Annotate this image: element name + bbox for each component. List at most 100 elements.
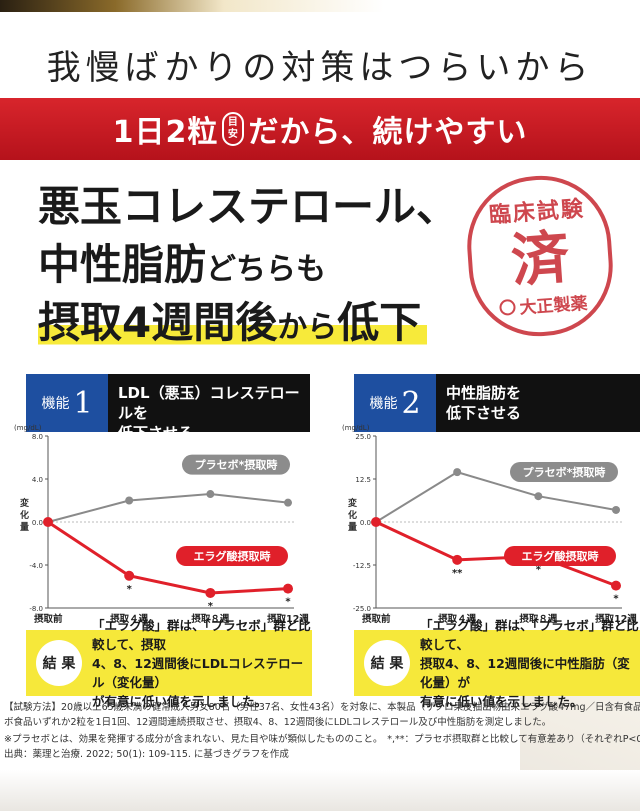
function-1-number-box: 機能 1 xyxy=(26,374,108,432)
y-tick-label: -12.5 xyxy=(353,562,371,570)
headline: 我慢ばかりの対策はつらいから xyxy=(46,48,594,88)
data-point xyxy=(43,517,53,527)
placebo-legend-bg xyxy=(510,461,618,482)
notes-method-2: ボ食品いずれか2粒を1日1回、12週間連続摂取させ、摂取4、8、12週間後にLD… xyxy=(4,717,552,728)
series-line xyxy=(375,520,617,588)
y-axis-label: 化 xyxy=(348,509,357,521)
x-tick-label: 摂取８週 xyxy=(191,613,230,625)
claim-highlight: 摂取4週間後から低下 xyxy=(38,298,428,347)
data-point xyxy=(206,490,215,499)
result-2-text: 「エラグ酸」群は、「プラセボ」群と比較して、 摂取4、8、12週間後に中性脂肪（… xyxy=(420,616,640,711)
ellagic-legend-label: エラグ酸摂取時 xyxy=(522,549,599,563)
data-point xyxy=(371,517,381,527)
data-point xyxy=(452,554,463,565)
series-line xyxy=(47,493,289,523)
result-badge: 結 果 xyxy=(36,640,82,686)
data-point xyxy=(611,580,621,591)
function-2-title: 中性脂肪を 低下させる xyxy=(436,374,640,432)
unit-label: (mg/dL) xyxy=(342,424,370,432)
x-tick-label: 摂取前 xyxy=(34,613,63,625)
result-1-line: 「エラグ酸」群は、「プラセボ」群と比較して、摂取 xyxy=(92,617,311,652)
maker-logo-icon xyxy=(498,298,517,316)
banner-text: だから、続けやすい xyxy=(248,115,528,150)
top-decorative-strip xyxy=(0,0,640,12)
bottom-fade xyxy=(0,770,640,811)
result-1-line: が有意に低い値を示しました。 xyxy=(92,693,268,709)
series-line xyxy=(375,471,617,523)
pill-top: 目 xyxy=(227,117,239,128)
result-badge: 結 果 xyxy=(364,640,410,686)
series-line xyxy=(47,520,289,595)
data-point xyxy=(453,468,462,477)
significance-mark: * xyxy=(536,564,542,575)
result-2-line: 有意に低い値を示しました。 xyxy=(420,693,583,709)
meyasu-pill: 目 安 xyxy=(222,112,245,146)
function-2-number-box: 機能 2 xyxy=(354,374,436,432)
x-tick-label: 摂取12週 xyxy=(267,613,309,625)
ellagic-legend-bg xyxy=(504,546,616,566)
claim-line-3: 摂取4週間後から低下 xyxy=(38,294,458,352)
placebo-legend-label: プラセボ*摂取時 xyxy=(523,465,606,479)
function-1-panel: 機能 1 LDL（悪玉）コレステロールを 低下させる (mg/dL) 8.0 4.0… xyxy=(12,366,310,696)
pill-bottom: 安 xyxy=(227,129,239,140)
claim-line-2: 中性脂肪どちらも xyxy=(38,236,458,294)
claim-both: どちらも xyxy=(206,252,327,287)
claim-triglyceride: 中性脂肪 xyxy=(38,240,207,289)
x-tick-label: 摂取４週 xyxy=(110,613,149,625)
notes-source: 出典：薬理と治療. 2022; 50(1): 109-115. に基づきグラフを… xyxy=(4,749,289,760)
function-1-header: 機能 1 LDL（悪玉）コレステロールを 低下させる xyxy=(26,374,310,442)
function-2-title-line1: 中性脂肪を xyxy=(446,384,522,402)
main-claim: 悪玉コレステロール、 中性脂肪どちらも 摂取4週間後から低下 xyxy=(38,178,458,352)
claim-decrease: 低下 xyxy=(337,298,422,347)
clinical-trial-stamp: 臨床試験 済 大正製薬 xyxy=(462,171,618,341)
unit-label: (mg/dL) xyxy=(14,424,42,432)
result-1-line: 4、8、12週間後にLDLコレステロール（変化量） xyxy=(92,655,304,690)
y-tick-label: 25.0 xyxy=(355,433,371,441)
data-point xyxy=(284,498,292,507)
notes-method-1: 【試験方法】20歳以上65歳未満の健常成人男女80名（男性37名、女性43名）を… xyxy=(4,702,640,713)
y-axis-label: 変 xyxy=(348,497,357,509)
claim-four: 4 xyxy=(122,298,152,347)
claim-intake: 摂取 xyxy=(38,298,123,347)
data-point xyxy=(205,587,216,598)
result-2-box: 結 果 「エラグ酸」群は、「プラセボ」群と比較して、 摂取4、8、12週間後に中… xyxy=(354,618,640,709)
placebo-legend-label: プラセボ*摂取時 xyxy=(195,458,278,472)
x-tick-label: 摂取４週 xyxy=(438,613,477,625)
y-tick-label: 0.0 xyxy=(360,519,371,527)
y-axis-label: 変 xyxy=(20,497,29,509)
notes-placebo: ※プラセボとは、効果を発揮する成分が含まれない、見た目や味が類似したもののこと。… xyxy=(4,734,640,745)
y-tick-label: -8.0 xyxy=(29,605,43,613)
function-number: 2 xyxy=(401,385,421,421)
y-tick-label: 12.5 xyxy=(355,476,371,484)
claim-from: から xyxy=(277,310,338,345)
stamp-maker-name: 大正製薬 xyxy=(518,293,589,319)
claim-line-1: 悪玉コレステロール、 xyxy=(38,182,459,231)
function-2-title-line2: 低下させる xyxy=(446,404,522,422)
data-point xyxy=(534,492,543,501)
y-axis-label: 化 xyxy=(20,509,29,521)
placebo-legend-bg xyxy=(182,454,290,475)
x-tick-label: 摂取８週 xyxy=(519,613,558,625)
function-2-header: 機能 2 中性脂肪を 低下させる xyxy=(354,374,640,432)
study-notes: 【試験方法】20歳以上65歳未満の健常成人男女80名（男性37名、女性43名）を… xyxy=(4,700,640,762)
data-point xyxy=(283,583,293,594)
significance-mark: ** xyxy=(452,568,463,579)
data-point xyxy=(124,570,135,581)
significance-mark: * xyxy=(613,594,619,605)
x-tick-label: 摂取前 xyxy=(362,613,391,625)
y-tick-label: 4.0 xyxy=(32,476,43,484)
stamp-main-char: 済 xyxy=(508,223,572,295)
data-point xyxy=(125,496,134,505)
data-point xyxy=(612,505,620,514)
y-axis-label: 量 xyxy=(20,521,29,533)
ellagic-legend-label: エラグ酸摂取時 xyxy=(194,549,271,563)
dosage-banner: 1日2粒 目 安 だから、続けやすい xyxy=(0,98,640,160)
y-tick-label: -4.0 xyxy=(29,562,43,570)
y-axis-label: 量 xyxy=(348,521,357,533)
result-1-box: 結 果 「エラグ酸」群は、「プラセボ」群と比較して、摂取 4、8、12週間後にL… xyxy=(26,618,312,709)
significance-mark: * xyxy=(127,584,133,595)
function-label: 機能 xyxy=(369,396,398,412)
result-1-text: 「エラグ酸」群は、「プラセボ」群と比較して、摂取 4、8、12週間後にLDLコレ… xyxy=(92,616,312,711)
